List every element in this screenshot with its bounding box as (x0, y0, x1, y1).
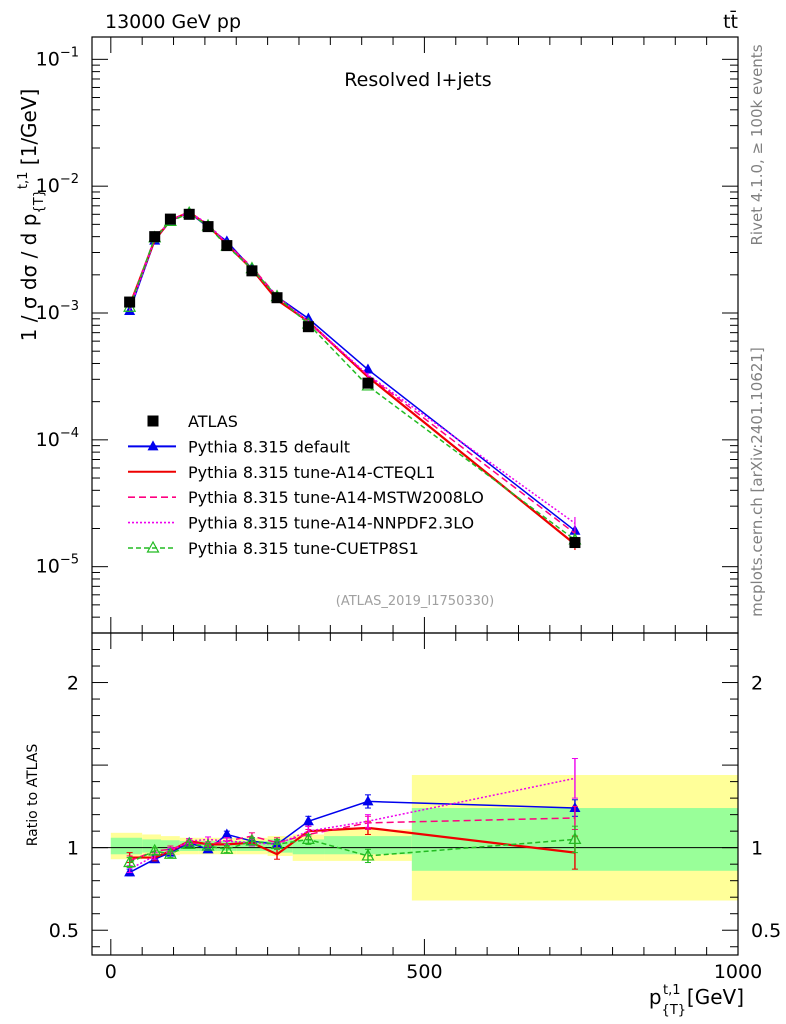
ratio-point-4 (182, 837, 196, 849)
ratio-frame (91, 632, 739, 956)
ratio-point-0 (221, 828, 233, 839)
x-axis-label-sub: {T} (662, 1003, 686, 1018)
ratio-line-3 (129, 777, 576, 870)
atlas-data-point (202, 221, 214, 233)
rivet-version-label: Rivet 4.1.0, ≥ 100k events (748, 44, 766, 245)
process-label: tt̄ (723, 9, 738, 33)
ratio-point-4 (220, 842, 234, 854)
y-tick-base: 10 (36, 175, 60, 197)
y-axis-label-unit: [1/GeV] (17, 89, 41, 172)
y-tick-exponent: −5 (60, 553, 79, 568)
legend-label: ATLAS (188, 412, 238, 431)
atlas-data-point (271, 292, 283, 304)
y-tick-exponent: −4 (60, 426, 79, 441)
y-tick-label: 10−4 (36, 426, 79, 451)
y-axis-label: 1 / σ dσ / d p{T}t,1 [1/GeV] (16, 89, 47, 342)
ratio-point-4 (270, 837, 284, 849)
x-axis-label-sup: t,1 (663, 983, 681, 998)
series-line-4 (128, 212, 576, 541)
ratio-point-4 (568, 832, 582, 845)
energy-label: 13000 GeV pp (105, 11, 241, 33)
analysis-reference: (ATLAS_2019_I1750330) (336, 594, 494, 609)
ratio-point-4 (123, 855, 137, 868)
atlas-data-point (221, 240, 233, 252)
y-tick-base: 10 (36, 429, 60, 451)
ratio-plot: 0.5 0.5 1 1 2 2 (49, 632, 781, 956)
ratio-point-4 (245, 833, 259, 846)
legend-entry: ATLAS (147, 412, 238, 431)
y-tick-exponent: −1 (60, 45, 79, 60)
y-tick-label: 10−5 (36, 553, 79, 578)
ratio-point-0 (362, 795, 374, 806)
legend-entry: Pythia 8.315 tune-A14-NNPDF2.3LO (128, 514, 474, 533)
ratio-tick-label-right: 1 (751, 838, 763, 860)
y-axis-label-prefix: 1 / σ dσ / d p (17, 214, 41, 342)
stat-uncertainty-band (292, 839, 325, 855)
chart-title: Resolved l+jets (344, 69, 491, 91)
ratio-point-4 (361, 848, 375, 861)
ratio-tick-label: 0.5 (49, 920, 79, 942)
x-tick-label: 1000 (714, 961, 762, 983)
series-point-0 (362, 363, 374, 374)
y-axis-label-sup: t,1 (16, 172, 31, 190)
atlas-data-point (149, 231, 161, 243)
y-tick-exponent: −2 (60, 172, 79, 187)
y-tick-label: 10−1 (36, 45, 79, 70)
y-tick-base: 10 (36, 302, 60, 324)
atlas-data-point (164, 213, 176, 225)
ratio-point-4 (163, 847, 177, 859)
ratio-tick-label: 2 (67, 673, 79, 695)
atlas-data-point (569, 537, 581, 549)
y-axis-label-sub: {T} (32, 189, 47, 213)
legend-marker (146, 540, 160, 553)
atlas-data-point (362, 377, 374, 389)
stat-uncertainty-band (142, 839, 161, 853)
legend-label: Pythia 8.315 tune-A14-NNPDF2.3LO (188, 514, 474, 533)
atlas-data-point (183, 208, 195, 220)
legend-label: Pythia 8.315 default (188, 437, 350, 456)
y-tick-exponent: −3 (60, 299, 79, 314)
ratio-point-4 (301, 832, 315, 845)
ratio-tick-label-right: 2 (751, 673, 763, 695)
y-tick-label: 10−2 (36, 172, 79, 197)
x-axis-label-unit: [GeV] (681, 985, 744, 1009)
ratio-y-axis-label: Ratio to ATLAS (25, 744, 41, 847)
ratio-point-4 (201, 838, 215, 851)
x-axis-label-p: p (649, 985, 662, 1009)
atlas-data-point (246, 265, 258, 277)
legend-label: Pythia 8.315 tune-A14-MSTW2008LO (188, 488, 484, 507)
legend-entry: Pythia 8.315 default (128, 437, 350, 456)
ratio-tick-label: 1 (67, 838, 79, 860)
x-tick-label: 0 (105, 961, 117, 983)
stat-uncertainty-band (110, 837, 143, 855)
legend-marker (147, 415, 159, 427)
y-tick-label: 10−3 (36, 299, 79, 324)
legend-marker (147, 440, 159, 451)
legend: ATLAS Pythia 8.315 default Pythia 8.315 tu… (128, 412, 484, 558)
series-line-0 (128, 211, 576, 532)
y-tick-base: 10 (36, 48, 60, 70)
ratio-point-4 (148, 843, 162, 856)
x-axis-label: p{T} t,1 [GeV] (649, 983, 744, 1018)
legend-entry: Pythia 8.315 tune-A14-MSTW2008LO (128, 488, 484, 507)
series-line-2 (128, 211, 576, 535)
legend-label: Pythia 8.315 tune-A14-CTEQL1 (188, 463, 435, 482)
legend-entry: Pythia 8.315 tune-A14-CTEQL1 (128, 463, 435, 482)
x-tick-label: 500 (406, 961, 442, 983)
legend-label: Pythia 8.315 tune-CUETP8S1 (188, 539, 419, 558)
ratio-tick-label-right: 0.5 (751, 920, 781, 942)
legend-entry: Pythia 8.315 tune-CUETP8S1 (128, 539, 419, 558)
atlas-data-point (302, 321, 314, 333)
ratio-point-0 (302, 815, 314, 826)
y-tick-base: 10 (36, 556, 60, 578)
atlas-data-point (124, 296, 136, 308)
mcplots-label: mcplots.cern.ch [arXiv:2401.10621] (748, 347, 766, 617)
